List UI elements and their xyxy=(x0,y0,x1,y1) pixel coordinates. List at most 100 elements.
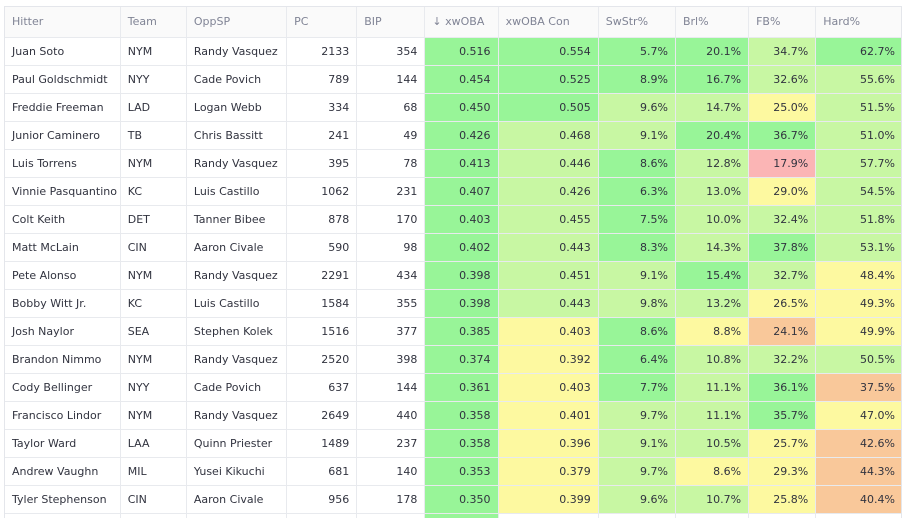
column-header-bip[interactable]: BIP xyxy=(356,7,426,38)
table-row[interactable]: Brandon Nimmo NYM Randy Vasquez 2520 398 0.37… xyxy=(5,345,901,374)
cell-hitter: Juan Soto xyxy=(5,37,121,66)
cell-xwoba: 0.350 xyxy=(424,485,499,514)
cell-team: NYM xyxy=(120,261,187,290)
cell-hard: 37.5% xyxy=(815,373,901,402)
cell-bip: 398 xyxy=(356,345,426,374)
cell-team: DET xyxy=(120,205,187,234)
cell-pc: 2133 xyxy=(286,37,358,66)
cell-bip: 68 xyxy=(356,93,426,122)
cell-team: NYM xyxy=(120,149,187,178)
cell-brl: 16.7% xyxy=(675,65,750,94)
table-row[interactable]: Cody Bellinger NYY Cade Povich 637 144 0.361 0… xyxy=(5,373,901,402)
cell-pc: 1584 xyxy=(286,289,358,318)
cell-oppsp: Cade Povich xyxy=(186,373,288,402)
cell-pc: 956 xyxy=(286,485,358,514)
table-row[interactable]: Freddie Freeman LAD Logan Webb 334 68 0.450 0.… xyxy=(5,93,901,122)
cell-xwoba-con: 0.396 xyxy=(498,429,599,458)
column-header-swstr[interactable]: SwStr% xyxy=(598,7,676,38)
cell-xwoba-con: 0.403 xyxy=(498,373,599,402)
cell-fb: 26.5% xyxy=(748,289,817,318)
cell-team: NYY xyxy=(120,65,187,94)
table-row[interactable]: Bobby Witt Jr. KC Luis Castillo 1584 355 0.39… xyxy=(5,289,901,318)
cell-team: CIN xyxy=(120,485,187,514)
cell-oppsp: Randy Vasquez xyxy=(186,149,288,178)
cell-bip: 144 xyxy=(356,373,426,402)
cell-swstr xyxy=(598,513,676,518)
cell-oppsp: Cade Povich xyxy=(186,65,288,94)
cell-hitter: Luis Torrens xyxy=(5,149,121,178)
cell-brl: 20.4% xyxy=(675,121,750,150)
cell-team: NYM xyxy=(120,345,187,374)
cell-fb xyxy=(748,513,817,518)
cell-swstr: 9.8% xyxy=(598,289,676,318)
cell-pc: 395 xyxy=(286,149,358,178)
table-row[interactable]: Luis Torrens NYM Randy Vasquez 395 78 0.413 0.… xyxy=(5,149,901,178)
cell-xwoba-con: 0.525 xyxy=(498,65,599,94)
cell-hitter: Taylor Ward xyxy=(5,429,121,458)
table-row[interactable]: Vinnie Pasquantino KC Luis Castillo 1062 231… xyxy=(5,177,901,206)
cell-fb: 32.7% xyxy=(748,261,817,290)
table-row[interactable]: Paul Goldschmidt NYY Cade Povich 789 144 0.45… xyxy=(5,65,901,94)
data-table-container[interactable]: Hitter Team OppSP PC BIP ↓ xwOBA xwOBA Con SwSt… xyxy=(4,6,902,518)
cell-hard: 51.0% xyxy=(815,121,901,150)
cell-brl: 10.0% xyxy=(675,205,750,234)
cell-swstr: 8.9% xyxy=(598,65,676,94)
cell-team: TB xyxy=(120,121,187,150)
column-header-xwoba[interactable]: ↓ xwOBA xyxy=(424,7,499,38)
cell-hard: 47.0% xyxy=(815,401,901,430)
cell-pc: 1489 xyxy=(286,429,358,458)
cell-hard: 44.3% xyxy=(815,457,901,486)
cell-hard: 62.7% xyxy=(815,37,901,66)
cell-hard: 57.7% xyxy=(815,149,901,178)
cell-swstr: 7.7% xyxy=(598,373,676,402)
cell-fb: 32.4% xyxy=(748,205,817,234)
cell-oppsp: Luis Castillo xyxy=(186,289,288,318)
cell-xwoba: 0.374 xyxy=(424,345,499,374)
column-header-xwoba-con[interactable]: xwOBA Con xyxy=(498,7,599,38)
table-row[interactable]: Tyler Stephenson CIN Aaron Civale 956 178 0.3… xyxy=(5,485,901,514)
column-header-pc[interactable]: PC xyxy=(286,7,358,38)
cell-hitter: Matt McLain xyxy=(5,233,121,262)
cell-xwoba: 0.413 xyxy=(424,149,499,178)
table-row[interactable]: Matt McLain CIN Aaron Civale 590 98 0.402 0.44… xyxy=(5,233,901,262)
cell-xwoba-con: 0.403 xyxy=(498,317,599,346)
cell-swstr: 8.6% xyxy=(598,149,676,178)
table-row[interactable]: Josh Naylor SEA Stephen Kolek 1516 377 0.385 0… xyxy=(5,317,901,346)
cell-xwoba-con: 0.443 xyxy=(498,289,599,318)
cell-pc: 878 xyxy=(286,205,358,234)
cell-brl: 10.5% xyxy=(675,429,750,458)
cell-brl: 8.6% xyxy=(675,457,750,486)
table-row-partial xyxy=(5,513,901,518)
cell-xwoba-con: 0.451 xyxy=(498,261,599,290)
cell-hard: 54.5% xyxy=(815,177,901,206)
column-header-oppsp[interactable]: OppSP xyxy=(186,7,288,38)
column-header-hard[interactable]: Hard% xyxy=(815,7,901,38)
table-row[interactable]: Junior Caminero TB Chris Bassitt 241 49 0.426… xyxy=(5,121,901,150)
table-row[interactable]: Pete Alonso NYM Randy Vasquez 2291 434 0.398 0… xyxy=(5,261,901,290)
table-row[interactable]: Francisco Lindor NYM Randy Vasquez 2649 440 0… xyxy=(5,401,901,430)
table-row[interactable]: Taylor Ward LAA Quinn Priester 1489 237 0.358… xyxy=(5,429,901,458)
column-header-team[interactable]: Team xyxy=(120,7,187,38)
cell-fb: 35.7% xyxy=(748,401,817,430)
cell-swstr: 9.6% xyxy=(598,93,676,122)
column-header-fb[interactable]: FB% xyxy=(748,7,817,38)
cell-brl: 13.0% xyxy=(675,177,750,206)
cell-xwoba-con: 0.426 xyxy=(498,177,599,206)
table-row[interactable]: Andrew Vaughn MIL Yusei Kikuchi 681 140 0.353… xyxy=(5,457,901,486)
cell-hitter: Freddie Freeman xyxy=(5,93,121,122)
table-row[interactable]: Colt Keith DET Tanner Bibee 878 170 0.403 0.45… xyxy=(5,205,901,234)
cell-bip: 440 xyxy=(356,401,426,430)
cell-fb: 25.7% xyxy=(748,429,817,458)
cell-xwoba: 0.358 xyxy=(424,401,499,430)
table-row[interactable]: Juan Soto NYM Randy Vasquez 2133 354 0.516 0.5… xyxy=(5,37,901,66)
cell-brl: 11.1% xyxy=(675,401,750,430)
cell-fb: 29.3% xyxy=(748,457,817,486)
cell-brl: 11.1% xyxy=(675,373,750,402)
cell-oppsp: Stephen Kolek xyxy=(186,317,288,346)
cell-pc: 637 xyxy=(286,373,358,402)
column-header-brl[interactable]: Brl% xyxy=(675,7,750,38)
cell-team: MIL xyxy=(120,457,187,486)
cell-bip: 49 xyxy=(356,121,426,150)
cell-bip: 140 xyxy=(356,457,426,486)
column-header-hitter[interactable]: Hitter xyxy=(5,7,121,38)
